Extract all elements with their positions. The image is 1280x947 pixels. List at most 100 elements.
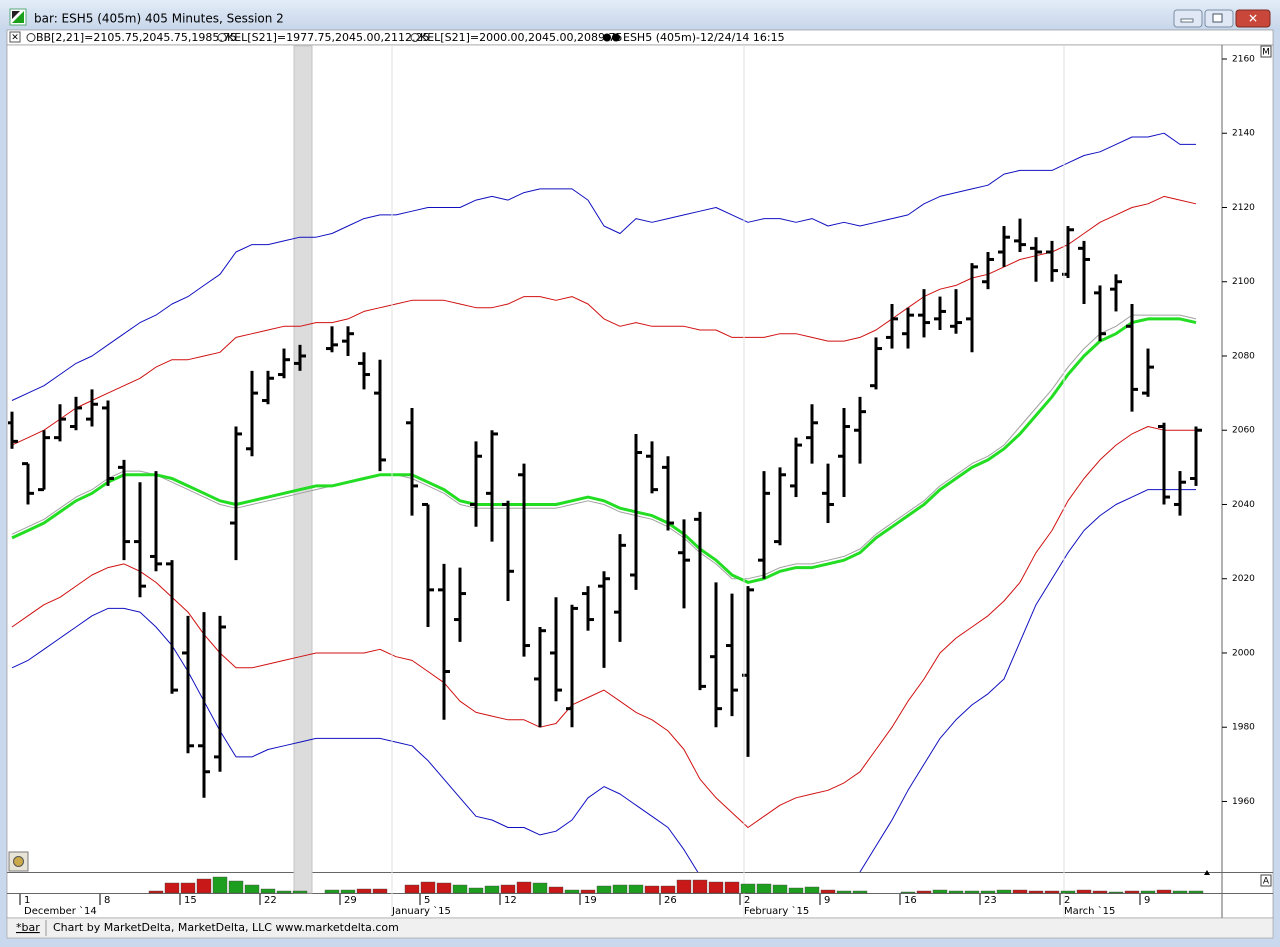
volume-bar bbox=[1172, 890, 1188, 894]
volume-bar bbox=[852, 890, 868, 894]
symbol-icon bbox=[603, 33, 611, 42]
month-label: February `15 bbox=[744, 905, 809, 917]
volume-bar bbox=[772, 884, 788, 894]
y-tick-label: 1980 bbox=[1232, 723, 1255, 733]
x-tick-label: 2 bbox=[744, 895, 750, 906]
volume-bar bbox=[260, 888, 276, 894]
chart-area bbox=[6, 44, 1274, 919]
pane-button[interactable] bbox=[1260, 874, 1272, 887]
month-label: January `15 bbox=[391, 905, 451, 917]
x-tick-label: 26 bbox=[664, 895, 677, 906]
volume-bar bbox=[1108, 891, 1124, 894]
y-tick-label: 2100 bbox=[1232, 277, 1255, 287]
indicator-icon[interactable] bbox=[26, 33, 36, 42]
x-tick-label: 22 bbox=[264, 895, 277, 906]
x-tick-label: 23 bbox=[984, 895, 997, 906]
volume-bar bbox=[900, 891, 916, 894]
y-tick-label: 2060 bbox=[1232, 426, 1255, 436]
x-tick-label: 9 bbox=[1144, 895, 1150, 906]
restore-icon bbox=[1212, 13, 1223, 23]
volume-bar bbox=[164, 882, 180, 894]
credit: Chart by MarketDelta, MarketDelta, LLC w… bbox=[53, 921, 399, 934]
volume-bar bbox=[1140, 890, 1156, 894]
indicator-line bbox=[11, 314, 1197, 580]
window-title: bar: ESH5 (405m) 405 Minutes, Session 2 bbox=[34, 12, 284, 26]
volume-bar bbox=[468, 887, 484, 894]
volume-bar bbox=[452, 884, 468, 894]
y-tick-label: 2040 bbox=[1232, 500, 1255, 510]
plot bbox=[8, 132, 1202, 872]
volume-bar bbox=[372, 888, 388, 894]
volume-bar bbox=[484, 885, 500, 894]
volume-bar bbox=[708, 881, 724, 894]
volume-bar bbox=[676, 879, 692, 894]
month-label: March `15 bbox=[1064, 905, 1115, 917]
close-button[interactable] bbox=[1235, 9, 1271, 28]
minimize-icon bbox=[1180, 18, 1194, 23]
volume-bar bbox=[692, 879, 708, 894]
x-tick-label: 5 bbox=[424, 895, 430, 906]
x-tick-label: 1 bbox=[24, 895, 30, 906]
volume-bar bbox=[756, 883, 772, 894]
volume-bar bbox=[500, 884, 516, 894]
volume-bar bbox=[1156, 889, 1172, 894]
volume-bar bbox=[436, 882, 452, 894]
y-tick-label: 2000 bbox=[1232, 648, 1255, 658]
volume-bar bbox=[740, 883, 756, 894]
x-tick-label: 2 bbox=[1064, 895, 1070, 906]
y-tick-label: 2080 bbox=[1232, 351, 1255, 361]
volume-bar bbox=[628, 884, 644, 894]
title-bar bbox=[0, 0, 1280, 30]
info-text: KEL[S21]=1977.75,2045.00,2112.25 bbox=[227, 31, 430, 44]
volume-bar bbox=[340, 889, 356, 894]
volume-bar bbox=[1012, 889, 1028, 894]
volume-bar bbox=[820, 889, 836, 894]
month-label: December `14 bbox=[24, 905, 97, 917]
volume-bar bbox=[196, 878, 212, 894]
volume-bar bbox=[836, 890, 852, 894]
volume-bar bbox=[1092, 890, 1108, 894]
volume-bar bbox=[980, 890, 996, 894]
symbol-icon bbox=[612, 33, 620, 42]
volume-bar bbox=[516, 881, 532, 894]
volume-bar bbox=[948, 890, 964, 894]
info-close-box[interactable] bbox=[9, 31, 21, 43]
minimize-button[interactable] bbox=[1173, 9, 1203, 28]
tool-icon[interactable] bbox=[8, 851, 29, 872]
volume-bar bbox=[548, 886, 564, 894]
volume-bar bbox=[228, 880, 244, 894]
pane-button-label: A bbox=[1263, 877, 1270, 887]
y-tick-label: 2120 bbox=[1232, 203, 1255, 213]
volume-bar bbox=[1076, 889, 1092, 894]
chart-tab[interactable]: *bar bbox=[16, 921, 40, 934]
pane-button[interactable] bbox=[1260, 45, 1272, 58]
volume-bar bbox=[404, 884, 420, 894]
volume-bar bbox=[244, 884, 260, 894]
y-tick-label: 2160 bbox=[1232, 54, 1255, 64]
x-tick-label: 29 bbox=[344, 895, 357, 906]
x-tick-label: 19 bbox=[584, 895, 597, 906]
y-tick-label: 2140 bbox=[1232, 129, 1255, 139]
indicator-line bbox=[11, 489, 1196, 872]
selected-column bbox=[293, 45, 313, 894]
volume-bar bbox=[180, 882, 196, 894]
indicator-icon[interactable] bbox=[410, 33, 420, 42]
volume-bar bbox=[564, 889, 580, 894]
scroll-marker bbox=[1204, 870, 1210, 875]
volume-bar bbox=[292, 890, 308, 894]
footer bbox=[6, 917, 1274, 939]
indicator-icon[interactable] bbox=[217, 33, 227, 42]
window-buttons[interactable]: ✕ bbox=[1173, 9, 1271, 28]
x-tick-label: 12 bbox=[504, 895, 517, 906]
x-tick-label: 9 bbox=[824, 895, 830, 906]
volume-bar bbox=[356, 888, 372, 894]
x-tick-label: 15 bbox=[184, 895, 197, 906]
app-icon bbox=[9, 8, 27, 26]
volume-bar bbox=[580, 889, 596, 894]
indicator-line bbox=[11, 426, 1196, 828]
volume-bar bbox=[1188, 890, 1204, 894]
info-text: BB[2,21]=2105.75,2045.75,1985.75 bbox=[36, 31, 237, 44]
volume-bar bbox=[612, 884, 628, 894]
indicator-line bbox=[11, 132, 1196, 401]
volume-bar bbox=[916, 890, 932, 894]
